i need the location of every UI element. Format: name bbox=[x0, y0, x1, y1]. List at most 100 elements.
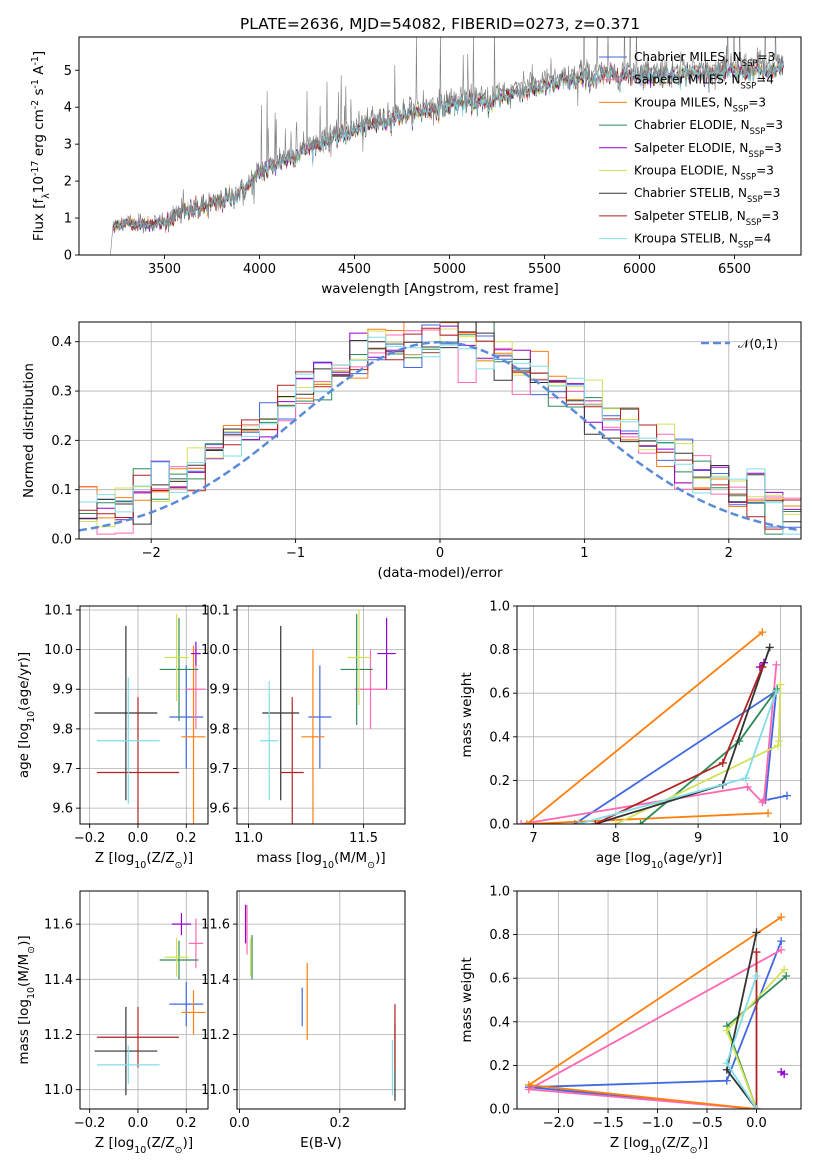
y-axis-label: mass weight bbox=[459, 672, 475, 757]
weight-marker bbox=[758, 663, 767, 672]
x-axis-label: mass [log10(M/M⊙)] bbox=[256, 850, 385, 871]
plot-area bbox=[260, 609, 396, 824]
y-tick-label: 9.9 bbox=[52, 683, 73, 698]
plot-area bbox=[517, 628, 792, 824]
weight-line bbox=[594, 666, 764, 824]
y-axis-label: Normed distribution bbox=[21, 363, 37, 498]
y-tick-label: 0.4 bbox=[51, 335, 72, 350]
y-tick-label: 10.1 bbox=[44, 603, 73, 618]
error-bar-point bbox=[96, 1006, 180, 1068]
x-tick-label: 11.5 bbox=[349, 831, 378, 846]
y-tick-label: 11.4 bbox=[201, 973, 230, 988]
x-tick-label: 0.2 bbox=[176, 1116, 197, 1131]
weight-marker bbox=[777, 937, 786, 946]
weight-marker bbox=[722, 1026, 731, 1035]
chart-residuals: −2 −1 0 1 2 0.0 0.1 0.2 0.3 0.4 (data-model)/error… bbox=[21, 321, 802, 581]
weight-line bbox=[525, 631, 769, 824]
y-tick-label: 10.1 bbox=[201, 603, 230, 618]
x-tick-label: 1 bbox=[580, 546, 588, 561]
weight-marker bbox=[743, 782, 752, 791]
y-tick-label: 0.2 bbox=[489, 774, 510, 789]
axes-frame bbox=[516, 605, 802, 825]
chart-age_vs_Z: −0.2 0.0 0.2 9.6 9.7 9.8 9.9 10.0 10.1 Z [log10(Z… bbox=[16, 603, 209, 871]
y-axis-label: Flux [fλ10-17 erg cm-2 s-1 A-1] bbox=[30, 51, 52, 241]
weight-marker bbox=[722, 1059, 731, 1068]
y-tick-label: 11.6 bbox=[201, 918, 230, 933]
chart-title: PLATE=2636, MJD=54082, FIBERID=0273, z=0… bbox=[240, 15, 640, 33]
x-tick-label: −1.0 bbox=[642, 1116, 674, 1131]
y-tick-label: 5 bbox=[64, 64, 72, 79]
error-bar-point bbox=[164, 937, 189, 977]
y-tick-label: 0.0 bbox=[489, 1103, 510, 1118]
x-tick-label: −1 bbox=[286, 546, 305, 561]
x-tick-label: 6000 bbox=[623, 262, 656, 277]
chart-spectrum: 3500 4000 4500 5000 5500 6000 6500 0 1 2 3 4 5 wavele… bbox=[30, 15, 802, 297]
legend-label: Salpeter MILES, NSSP=4 bbox=[634, 73, 774, 91]
weight-marker bbox=[765, 643, 774, 652]
y-tick-label: 0.0 bbox=[489, 818, 510, 833]
error-bar-point bbox=[169, 665, 204, 769]
x-tick-label: 11.0 bbox=[234, 831, 263, 846]
weight-marker bbox=[752, 972, 761, 981]
y-tick-label: 9.9 bbox=[209, 683, 230, 698]
y-tick-label: 10.0 bbox=[201, 643, 230, 658]
axes-frame bbox=[516, 890, 802, 1110]
error-bar-point bbox=[280, 697, 304, 824]
weight-marker bbox=[777, 1067, 786, 1076]
y-tick-label: 1 bbox=[64, 212, 72, 227]
x-axis-label: Z [log10(Z/Z⊙)] bbox=[610, 1135, 708, 1156]
y-tick-label: 0.2 bbox=[51, 434, 72, 449]
weight-marker bbox=[591, 820, 600, 824]
y-axis-label: mass [log10(M/M⊙)] bbox=[16, 935, 37, 1064]
x-tick-label: 9 bbox=[694, 831, 702, 846]
y-tick-label: 11.4 bbox=[44, 973, 73, 988]
x-tick-label: 2 bbox=[725, 546, 733, 561]
plot-area bbox=[94, 613, 206, 824]
y-tick-label: 0.1 bbox=[51, 483, 72, 498]
y-tick-label: 9.7 bbox=[52, 762, 73, 777]
y-tick-label: 2 bbox=[64, 175, 72, 190]
y-tick-label: 0.8 bbox=[489, 643, 510, 658]
y-tick-label: 11.0 bbox=[201, 1083, 230, 1098]
y-tick-label: 1.0 bbox=[489, 885, 510, 900]
x-tick-label: −0.2 bbox=[74, 831, 106, 846]
gaussian-curve bbox=[79, 340, 801, 532]
weight-marker bbox=[782, 972, 791, 981]
error-bar-point bbox=[181, 990, 206, 1035]
weight-marker bbox=[772, 687, 781, 696]
y-tick-label: 9.6 bbox=[209, 802, 230, 817]
y-tick-label: 11.6 bbox=[44, 918, 73, 933]
x-tick-label: 7 bbox=[529, 831, 537, 846]
error-bar-point bbox=[169, 982, 204, 1027]
weight-marker bbox=[718, 758, 727, 767]
x-tick-label: 0.0 bbox=[229, 1116, 250, 1131]
y-tick-label: 0.6 bbox=[489, 687, 510, 702]
y-tick-label: 0.4 bbox=[489, 1015, 510, 1030]
legend-label: Salpeter STELIB, NSSP=3 bbox=[634, 209, 779, 227]
y-axis-label: mass weight bbox=[459, 957, 475, 1042]
legend-label: Chabrier ELODIE, NSSP=3 bbox=[634, 118, 783, 136]
error-bar-point bbox=[340, 613, 373, 725]
weight-marker bbox=[777, 945, 786, 954]
legend-label: Kroupa STELIB, NSSP=4 bbox=[634, 232, 771, 250]
error-bar-point bbox=[260, 681, 279, 801]
y-tick-label: 0 bbox=[64, 249, 72, 264]
x-axis-label: age [log10(age/yr)] bbox=[596, 850, 722, 871]
error-bar-point bbox=[96, 1045, 160, 1085]
x-tick-label: −0.5 bbox=[691, 1116, 723, 1131]
weight-marker bbox=[752, 948, 761, 957]
x-axis-label: Z [log10(Z/Z⊙)] bbox=[95, 1135, 193, 1156]
y-tick-label: 9.8 bbox=[209, 722, 230, 737]
x-axis-label: E(B-V) bbox=[300, 1135, 342, 1151]
x-tick-label: −2.0 bbox=[543, 1116, 575, 1131]
weight-marker bbox=[752, 928, 761, 937]
axes-frame bbox=[236, 890, 406, 1110]
legend-label: Salpeter ELODIE, NSSP=3 bbox=[634, 141, 782, 159]
weight-marker bbox=[722, 1076, 731, 1085]
x-tick-label: −0.2 bbox=[74, 1116, 106, 1131]
x-axis-label: (data-model)/error bbox=[377, 565, 503, 581]
y-tick-label: 10.0 bbox=[44, 643, 73, 658]
weight-line bbox=[528, 940, 783, 1109]
plot-area bbox=[79, 322, 801, 535]
